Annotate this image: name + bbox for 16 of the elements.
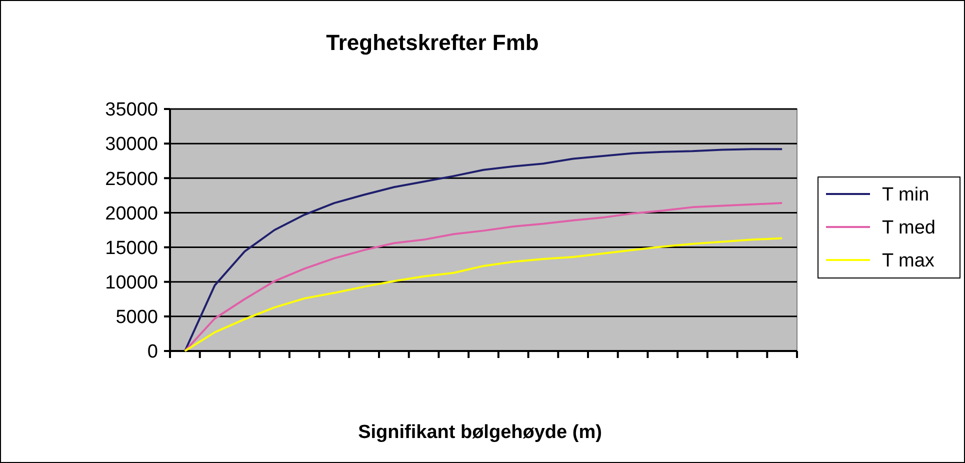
chart-title: Treghetskrefter Fmb — [326, 30, 539, 55]
legend-label: T min — [882, 184, 930, 206]
y-tick-label: 10000 — [105, 272, 158, 294]
line-series — [184, 202, 784, 352]
line-series — [184, 237, 784, 352]
y-tick-label: 0 — [147, 342, 158, 363]
legend-label: T max — [882, 250, 935, 272]
legend-label: T med — [882, 218, 936, 239]
y-tick-label: 20000 — [105, 203, 158, 224]
line-series — [184, 148, 784, 352]
y-tick-label: 5000 — [116, 307, 158, 328]
y-tick-label: 35000 — [105, 100, 158, 121]
y-tick-label: 30000 — [105, 134, 158, 156]
y-tick-label: 15000 — [105, 238, 158, 259]
x-axis-title: Signifikant bølgehøyde (m) — [358, 422, 602, 443]
y-tick-label: 25000 — [105, 168, 158, 190]
